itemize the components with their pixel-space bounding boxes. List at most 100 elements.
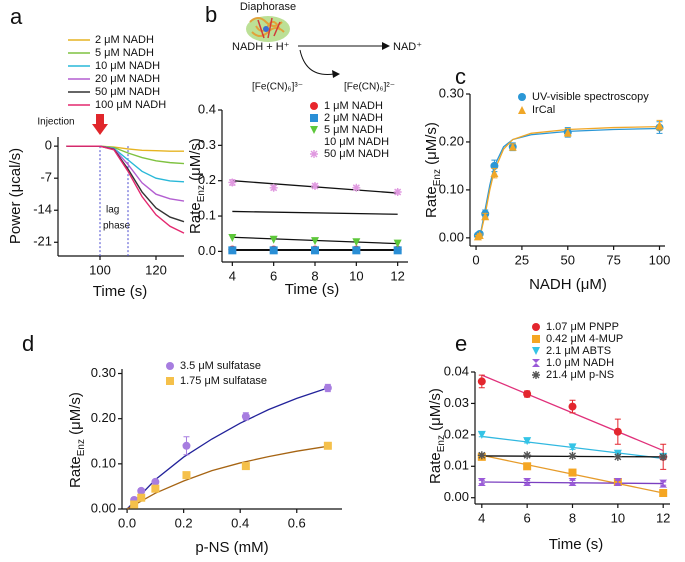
scheme-product: NAD⁺ xyxy=(393,41,422,53)
point xyxy=(568,451,577,460)
x-tick-label: 0.2 xyxy=(175,515,193,530)
x-tick-label: 120 xyxy=(145,262,167,277)
legend-label: UV-visible spectroscopy xyxy=(532,91,649,103)
fit-line xyxy=(126,445,331,510)
panel-label: c xyxy=(455,64,466,89)
legend-swatch xyxy=(532,323,540,331)
y-tick-label: -14 xyxy=(33,202,52,217)
y-axis-label-sub: Enz xyxy=(76,439,87,456)
point xyxy=(523,390,532,398)
point xyxy=(477,377,486,386)
point xyxy=(659,489,668,497)
panel-label: b xyxy=(205,2,217,27)
x-tick-label: 0.4 xyxy=(231,515,249,530)
x-tick-label: 4 xyxy=(478,510,485,525)
y-tick-label: -7 xyxy=(40,170,52,185)
point xyxy=(490,169,499,178)
y-axis-label: RateEnz (μM/s) xyxy=(67,392,87,488)
y-axis-label-sub: Enz xyxy=(432,169,443,186)
point xyxy=(130,500,139,509)
y-axis-label-unit: (μM/s) xyxy=(67,392,84,439)
point xyxy=(228,178,237,187)
x-tick-label: 100 xyxy=(89,262,111,277)
point xyxy=(352,207,361,216)
y-axis-label-sub: Enz xyxy=(436,435,447,452)
point xyxy=(613,478,622,486)
point xyxy=(241,462,250,471)
point xyxy=(137,486,146,495)
x-tick-label: 6 xyxy=(524,510,531,525)
annotation: Injection xyxy=(37,117,74,128)
y-axis-label-main: Rate xyxy=(423,186,440,218)
x-tick-label: 12 xyxy=(390,268,404,283)
x-axis-label: Time (s) xyxy=(549,536,603,553)
point xyxy=(393,188,402,197)
y-tick-label: 0.20 xyxy=(439,133,464,148)
legend-label: 1.0 μM NADH xyxy=(546,357,614,369)
legend-label: 20 μM NADH xyxy=(95,73,160,85)
legend-label: 3.5 μM sulfatase xyxy=(180,360,261,372)
x-tick-label: 10 xyxy=(611,510,625,525)
annotation: lag xyxy=(106,205,119,216)
legend-swatch xyxy=(166,362,174,370)
point xyxy=(568,443,577,452)
panel-label: a xyxy=(10,4,23,29)
y-tick-label: 0.02 xyxy=(444,426,469,441)
x-axis-label: NADH (μM) xyxy=(529,276,607,293)
x-tick-label: 6 xyxy=(270,268,277,283)
scheme-acceptor: [Fe(CN)₆]³⁻ xyxy=(252,82,303,93)
point xyxy=(269,235,278,244)
legend-label: IrCal xyxy=(532,104,555,116)
y-tick-label: 0.10 xyxy=(439,181,464,196)
point xyxy=(659,479,668,488)
x-tick-label: 75 xyxy=(606,252,620,267)
legend-label: 2 μM NADH xyxy=(324,112,383,124)
legend-swatch xyxy=(532,335,540,343)
y-tick-label: 0.20 xyxy=(91,410,116,425)
y-tick-label: 0.4 xyxy=(198,101,216,116)
point xyxy=(523,437,532,446)
point xyxy=(228,233,237,242)
y-tick-label: 0.00 xyxy=(439,229,464,244)
legend-swatch xyxy=(310,150,318,158)
y-tick-label: 0.1 xyxy=(198,207,216,222)
fit-line xyxy=(475,125,660,239)
legend-swatch xyxy=(310,138,318,146)
y-axis-label-main: Rate xyxy=(187,202,204,234)
scheme-arrowhead xyxy=(382,42,390,50)
point xyxy=(311,237,319,246)
panel-label: e xyxy=(455,331,467,356)
point xyxy=(393,213,402,222)
y-tick-label: -21 xyxy=(33,234,52,249)
point xyxy=(151,477,160,486)
point xyxy=(393,239,402,248)
point xyxy=(613,427,622,436)
y-axis-label-unit: (μM/s) xyxy=(423,122,440,169)
point xyxy=(182,471,191,480)
point xyxy=(568,402,577,411)
point xyxy=(475,230,484,239)
legend-label: 100 μM NADH xyxy=(95,99,166,111)
point xyxy=(228,246,237,255)
x-tick-label: 4 xyxy=(229,268,236,283)
point xyxy=(523,462,532,471)
y-axis-label-sub: Enz xyxy=(196,185,207,202)
scheme-curve xyxy=(299,49,335,75)
legend-label: 5 μM NADH xyxy=(324,124,383,136)
point xyxy=(311,182,319,190)
injection-arrow xyxy=(92,114,108,135)
point xyxy=(352,238,361,247)
point xyxy=(352,246,361,255)
annotation: phase xyxy=(103,221,131,232)
fit-line xyxy=(232,210,398,215)
y-tick-label: 0.2 xyxy=(198,172,216,187)
point xyxy=(477,478,486,486)
point xyxy=(323,383,332,392)
y-axis-label: Power (μcal/s) xyxy=(7,148,24,244)
legend-label: 1 μM NADH xyxy=(324,100,383,112)
scheme-substrate: NADH + H⁺ xyxy=(232,41,290,53)
x-axis-label: p-NS (mM) xyxy=(195,539,268,556)
y-tick-label: 0.03 xyxy=(444,395,469,410)
x-tick-label: 0 xyxy=(472,252,479,267)
y-tick-label: 0.30 xyxy=(91,365,116,380)
